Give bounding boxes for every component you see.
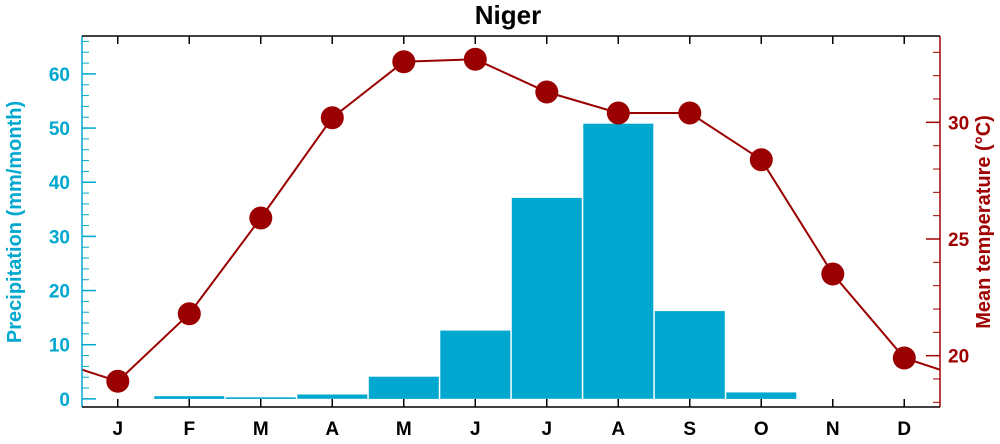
y-left-tick-label: 20 <box>49 282 70 303</box>
x-tick-label: A <box>325 419 339 439</box>
y-left-tick-label: 50 <box>49 119 70 140</box>
precipitation-bar <box>225 397 296 399</box>
x-tick-label: J <box>112 419 123 439</box>
precipitation-bar <box>583 123 654 399</box>
chart-axes: 0 10 20 30 40 50 60 20 25 30 J F M A M J J A S O N D <box>49 35 970 440</box>
y-right-tick-label: 25 <box>948 230 970 251</box>
precipitation-bar <box>154 396 225 399</box>
x-tick-label: N <box>826 419 840 439</box>
temperature-point <box>749 148 773 172</box>
temperature-line <box>81 47 941 393</box>
temperature-point <box>821 262 845 286</box>
x-tick-label: A <box>611 419 625 439</box>
precipitation-bar <box>726 392 797 399</box>
y-right-tick-label: 30 <box>948 113 969 134</box>
chart-title: Niger <box>475 0 541 30</box>
x-tick-label: F <box>183 419 195 439</box>
y-right-tick-label: 20 <box>948 347 969 368</box>
x-tick-label: D <box>897 419 911 439</box>
y-left-tick-label: 30 <box>49 227 70 248</box>
y-axis-left-label: Precipitation (mm/month) <box>4 101 26 343</box>
temperature-point <box>392 50 416 74</box>
x-tick-label: O <box>754 419 769 439</box>
temperature-point <box>892 346 916 370</box>
x-tick-label: J <box>541 419 552 439</box>
y-left-tick-label: 0 <box>59 390 70 411</box>
x-tick-label: M <box>253 419 269 439</box>
x-tick-label: M <box>396 419 412 439</box>
temperature-point <box>606 101 630 125</box>
precipitation-bar <box>297 394 368 399</box>
precipitation-bar <box>654 311 725 399</box>
temperature-point <box>678 101 702 125</box>
precipitation-bar <box>440 330 511 399</box>
precipitation-bar <box>368 376 439 399</box>
temperature-point <box>177 302 201 326</box>
temperature-point <box>535 80 559 104</box>
temperature-point <box>320 106 344 130</box>
y-left-tick-label: 60 <box>49 65 70 86</box>
y-left-tick-label: 10 <box>49 336 70 357</box>
temperature-point <box>249 206 273 230</box>
x-tick-label: J <box>470 419 481 439</box>
temperature-polyline <box>81 58 941 383</box>
y-left-tick-label: 40 <box>49 173 70 194</box>
temperature-point <box>106 369 130 393</box>
temperature-point <box>463 47 487 71</box>
precipitation-bar <box>511 197 582 399</box>
y-axis-right-label: Mean temperature (°C) <box>973 115 995 329</box>
x-tick-label: S <box>683 419 696 439</box>
precipitation-bars <box>154 123 797 399</box>
